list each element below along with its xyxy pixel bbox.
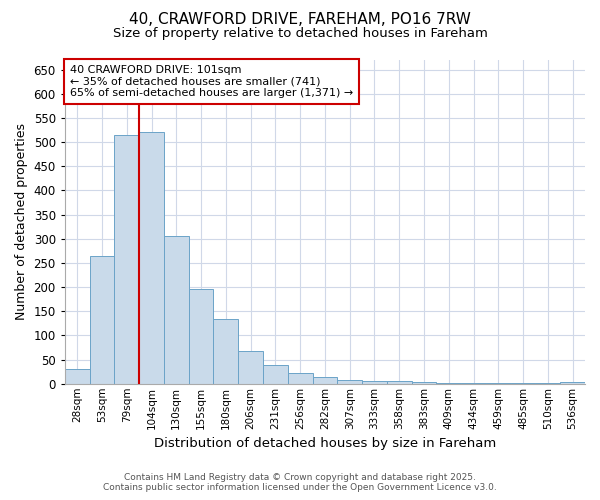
X-axis label: Distribution of detached houses by size in Fareham: Distribution of detached houses by size …	[154, 437, 496, 450]
Bar	[238, 352, 263, 384]
Bar	[115, 135, 139, 384]
Bar	[412, 382, 436, 384]
Text: 40 CRAWFORD DRIVE: 101sqm
← 35% of detached houses are smaller (741)
65% of semi: 40 CRAWFORD DRIVE: 101sqm ← 35% of detac…	[70, 65, 353, 98]
Bar	[164, 236, 188, 384]
Bar	[337, 380, 362, 384]
Bar	[188, 288, 214, 384]
Bar	[263, 366, 288, 384]
Bar	[362, 382, 387, 384]
Y-axis label: Number of detached properties: Number of detached properties	[15, 124, 28, 320]
Bar	[288, 373, 313, 384]
Bar	[65, 370, 89, 384]
Text: 40, CRAWFORD DRIVE, FAREHAM, PO16 7RW: 40, CRAWFORD DRIVE, FAREHAM, PO16 7RW	[129, 12, 471, 28]
Text: Size of property relative to detached houses in Fareham: Size of property relative to detached ho…	[113, 28, 487, 40]
Bar	[560, 382, 585, 384]
Text: Contains HM Land Registry data © Crown copyright and database right 2025.
Contai: Contains HM Land Registry data © Crown c…	[103, 473, 497, 492]
Bar	[387, 382, 412, 384]
Bar	[461, 383, 486, 384]
Bar	[139, 132, 164, 384]
Bar	[214, 320, 238, 384]
Bar	[89, 256, 115, 384]
Bar	[313, 376, 337, 384]
